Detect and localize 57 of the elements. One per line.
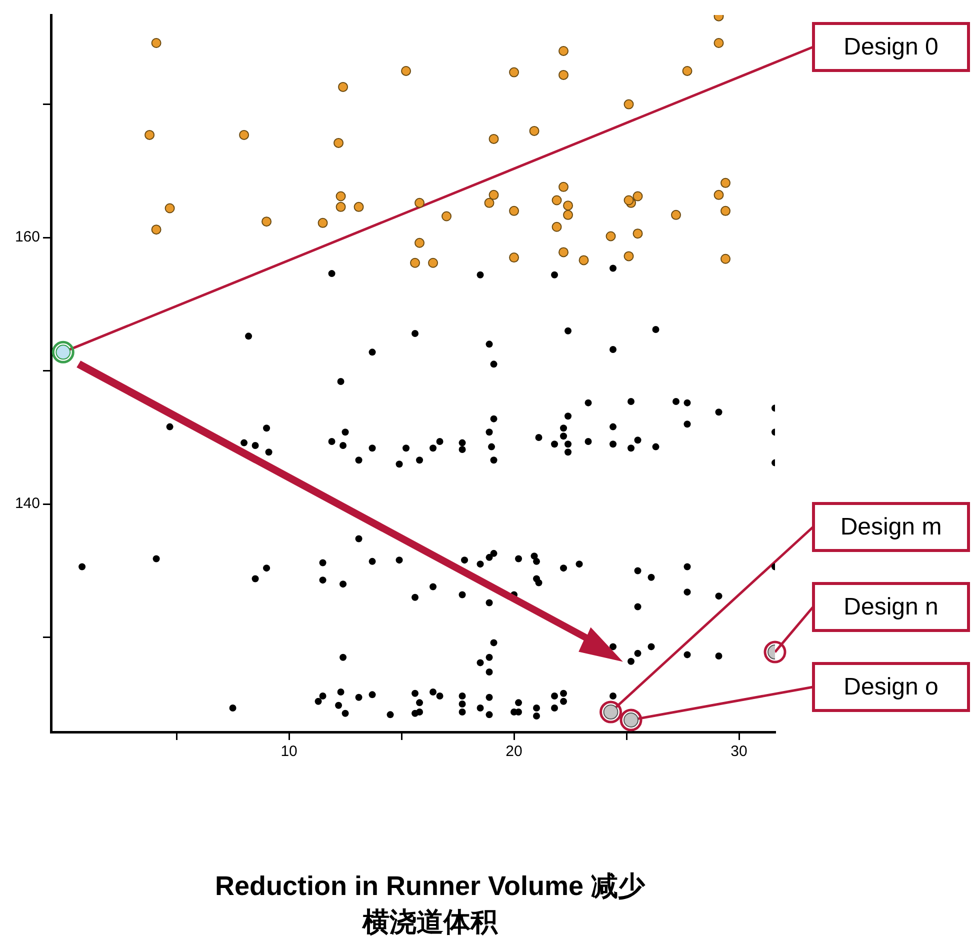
point (488, 134, 499, 144)
point (509, 252, 520, 263)
point (558, 182, 569, 192)
y-tick-label: 160 (14, 228, 40, 246)
point (624, 195, 634, 206)
point (720, 254, 731, 264)
x-tick-label: 20 (506, 743, 522, 760)
point (624, 251, 634, 262)
point (334, 138, 344, 148)
point (563, 200, 574, 211)
point (563, 210, 574, 220)
point (558, 70, 569, 80)
point (509, 67, 520, 78)
point (720, 206, 731, 216)
point (606, 231, 616, 242)
point (558, 46, 569, 56)
point (509, 206, 520, 216)
point (164, 203, 175, 214)
point (414, 198, 425, 208)
point (682, 66, 692, 76)
point (151, 224, 162, 235)
x-tick-label: 30 (730, 743, 748, 760)
point (442, 211, 452, 222)
point (428, 258, 438, 268)
point (720, 178, 731, 188)
point (318, 218, 328, 228)
x-axis-title: Reduction in Runner Volume 减少横浇道体积 (214, 870, 646, 939)
point (410, 258, 420, 268)
point (714, 190, 724, 200)
point (484, 198, 494, 208)
point (401, 66, 412, 76)
point (552, 195, 562, 206)
point (144, 130, 155, 140)
x-tick-label: 10 (280, 743, 298, 760)
y-tick-label: 140 (14, 495, 40, 512)
point (624, 99, 634, 110)
point (239, 130, 250, 140)
point (632, 228, 643, 239)
point (714, 38, 724, 48)
annotation: Design o (844, 674, 938, 701)
point (488, 190, 499, 200)
annotation: Design m (840, 514, 942, 541)
point (552, 222, 562, 232)
point (632, 191, 643, 202)
point (336, 191, 346, 202)
point (671, 210, 682, 220)
point (262, 216, 272, 227)
point (558, 247, 569, 258)
point (578, 255, 589, 266)
point (336, 202, 346, 212)
annotation: Design 0 (844, 34, 938, 61)
annotation: Design n (844, 594, 938, 621)
point (151, 38, 162, 48)
point (414, 238, 425, 248)
point (354, 202, 364, 212)
point (338, 82, 348, 92)
point (529, 126, 540, 136)
